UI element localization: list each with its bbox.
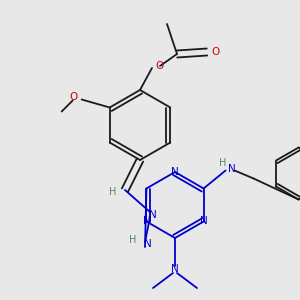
Text: H: H (109, 187, 117, 197)
Text: N: N (142, 217, 150, 226)
Text: N: N (228, 164, 236, 173)
Text: O: O (70, 92, 78, 103)
Text: N: N (144, 239, 152, 249)
Text: H: H (129, 235, 137, 245)
Text: O: O (212, 47, 220, 57)
Text: N: N (149, 210, 157, 220)
Text: N: N (171, 167, 179, 177)
Text: O: O (155, 61, 163, 71)
Text: N: N (171, 264, 179, 274)
Text: H: H (219, 158, 226, 167)
Text: N: N (200, 217, 208, 226)
